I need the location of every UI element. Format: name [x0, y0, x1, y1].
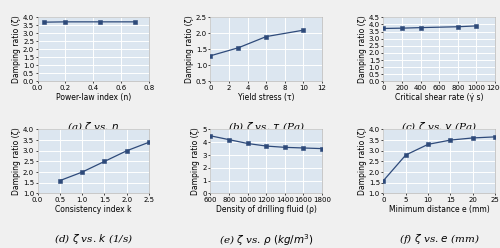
Text: (a) $\zeta$ vs. $n$: (a) $\zeta$ vs. $n$ — [67, 120, 120, 134]
Text: (d) $\zeta$ vs. $k$ (1/s): (d) $\zeta$ vs. $k$ (1/s) — [54, 232, 133, 246]
X-axis label: Consistency index k: Consistency index k — [55, 205, 132, 214]
X-axis label: Minimum distance e (mm): Minimum distance e (mm) — [389, 205, 490, 214]
Y-axis label: Damping ratio (ζ): Damping ratio (ζ) — [358, 127, 366, 195]
Y-axis label: Damping ratio (ζ): Damping ratio (ζ) — [12, 15, 20, 83]
Y-axis label: Damping ratio (ζ): Damping ratio (ζ) — [358, 15, 366, 83]
Y-axis label: Damping ratio (ζ): Damping ratio (ζ) — [12, 127, 20, 195]
X-axis label: Power-law index (n): Power-law index (n) — [56, 93, 131, 102]
Text: (c) $\zeta$ vs. $\gamma$ (Pa): (c) $\zeta$ vs. $\gamma$ (Pa) — [401, 120, 477, 134]
Text: (e) $\zeta$ vs. $\rho$ $(kg/m^3)$: (e) $\zeta$ vs. $\rho$ $(kg/m^3)$ — [219, 232, 314, 248]
Y-axis label: Damping ratio (ζ): Damping ratio (ζ) — [192, 127, 200, 195]
X-axis label: Critical shear rate (γ̇ s): Critical shear rate (γ̇ s) — [395, 93, 484, 102]
Text: (f) $\zeta$ vs. $e$ (mm): (f) $\zeta$ vs. $e$ (mm) — [398, 232, 479, 246]
Y-axis label: Damping ratio (ζ): Damping ratio (ζ) — [184, 15, 194, 83]
X-axis label: Yield stress (τ): Yield stress (τ) — [238, 93, 294, 102]
Text: (b) $\zeta$ vs. $\tau$ (Pa): (b) $\zeta$ vs. $\tau$ (Pa) — [228, 120, 305, 134]
X-axis label: Density of drilling fluid (ρ): Density of drilling fluid (ρ) — [216, 205, 316, 214]
